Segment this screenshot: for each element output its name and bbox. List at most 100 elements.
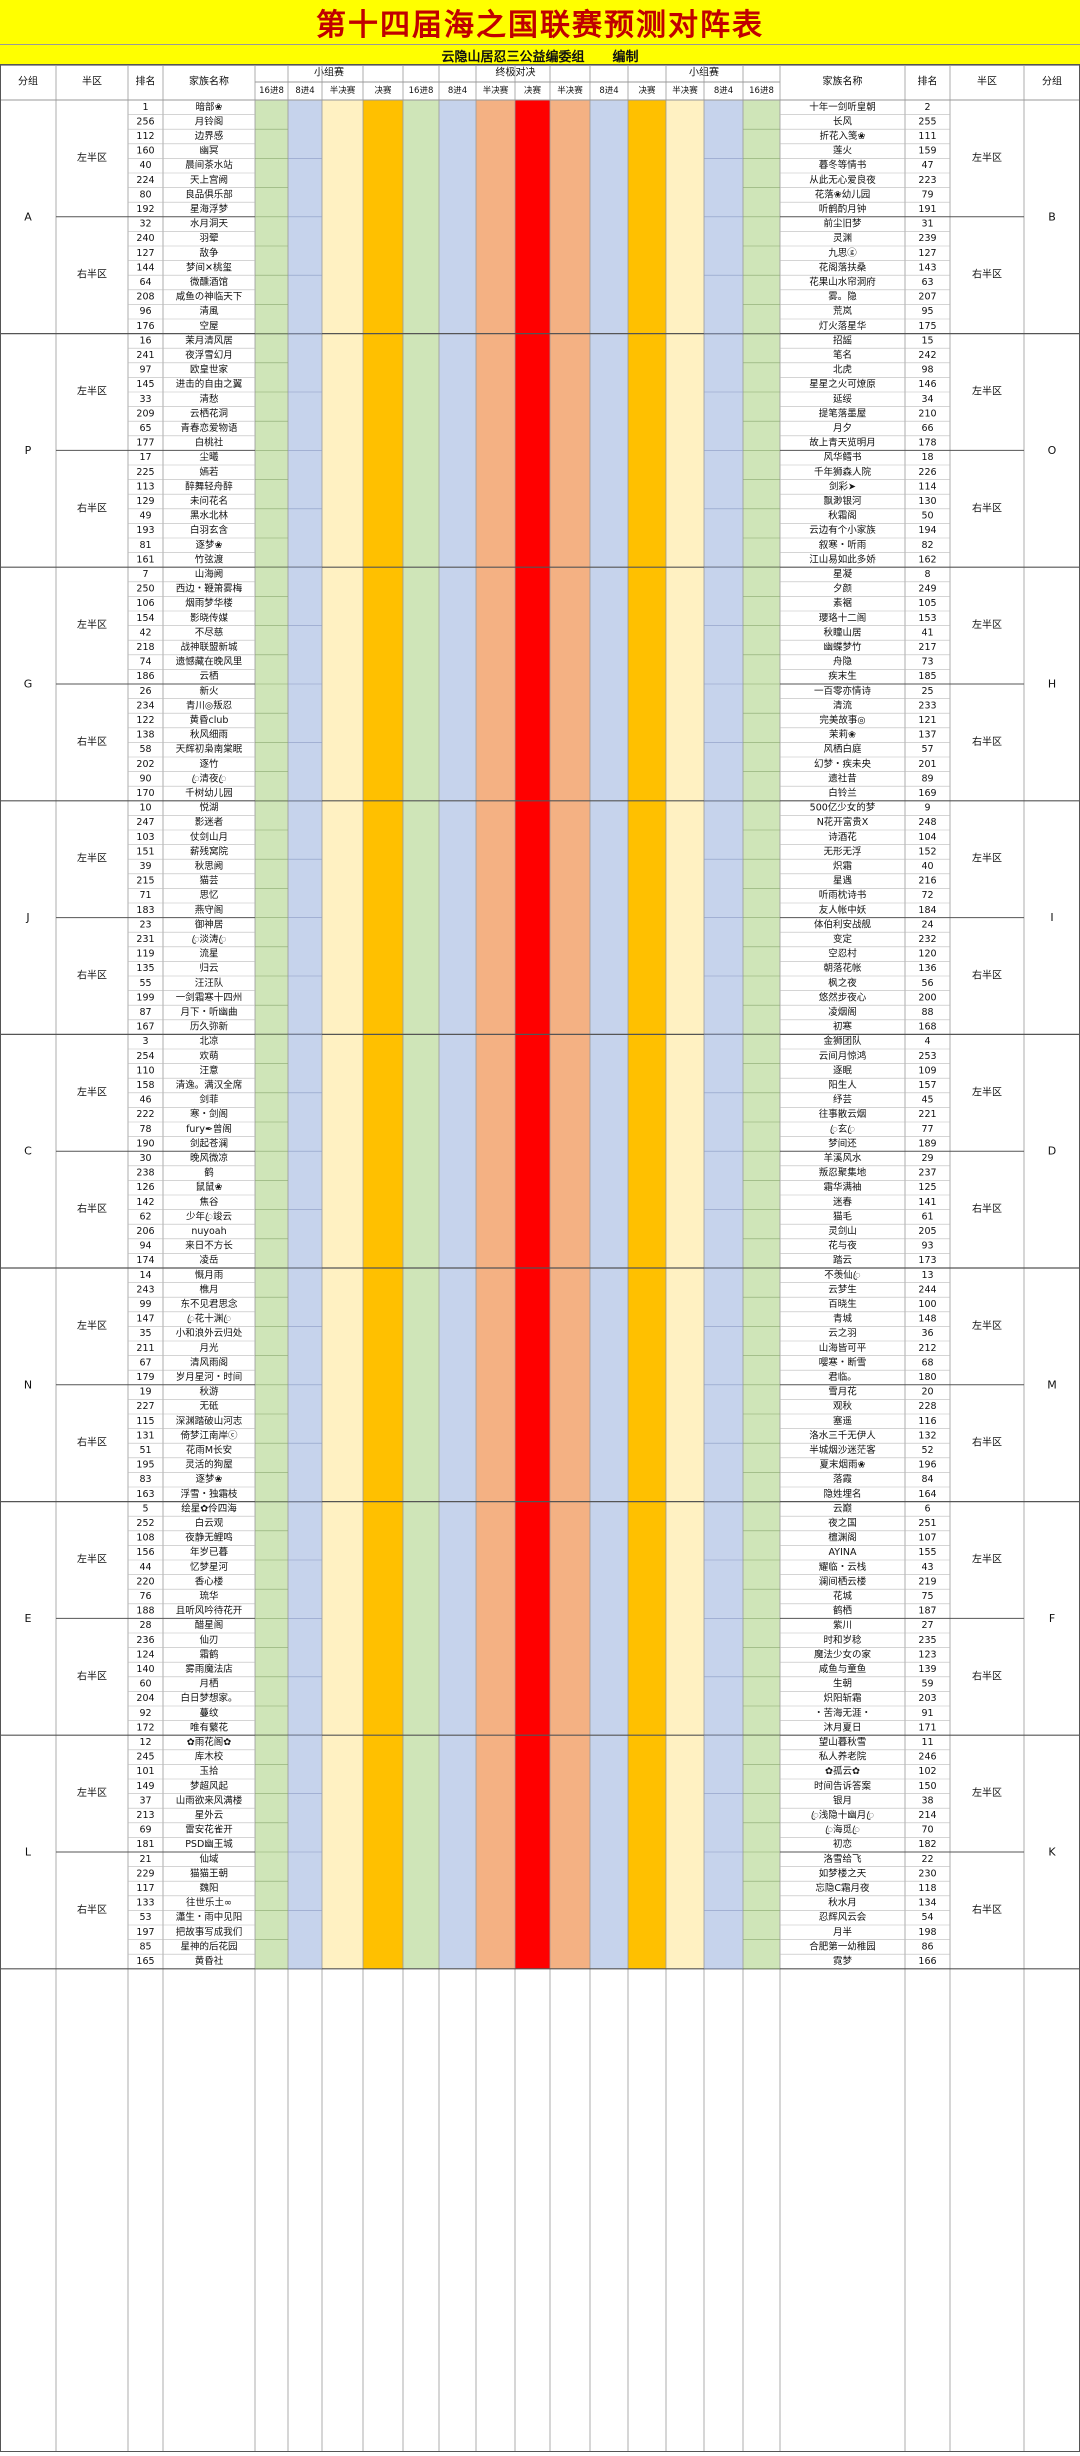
family-name-left: 岁月星河・时间: [176, 1371, 243, 1383]
family-name-left: 灵活的狗屋: [185, 1459, 233, 1471]
family-name-right: 迷春: [833, 1196, 853, 1208]
header-c1: 16进8: [259, 86, 284, 96]
rank-left: 58: [139, 744, 151, 755]
rank-right: 91: [921, 1708, 933, 1719]
rank-right: 143: [918, 262, 936, 273]
rank-right: 109: [918, 1065, 936, 1076]
family-name-right: 暮冬等情书: [819, 159, 867, 171]
group-label-left: E: [25, 1612, 32, 1625]
rank-right: 242: [918, 350, 936, 361]
rank-right: 77: [921, 1124, 933, 1135]
family-name-left: 茉月清风居: [185, 334, 233, 346]
rank-right: 43: [921, 1562, 933, 1573]
family-name-right: 夜之国: [828, 1517, 857, 1529]
rank-right: 230: [918, 1868, 936, 1879]
rank-left: 17: [139, 452, 151, 463]
family-name-left: 雷安花雀开: [185, 1824, 233, 1836]
family-name-right: 炽阳斩霜: [823, 1692, 861, 1704]
rank-right: 95: [921, 306, 933, 317]
family-name-left: 白日梦想家。: [180, 1692, 237, 1704]
rank-right: 166: [918, 1956, 936, 1967]
organizer-role: 编制: [612, 49, 639, 65]
rank-right: 187: [918, 1606, 936, 1617]
family-name-left: 黑水北林: [190, 510, 229, 522]
family-name-right: 百晓生: [828, 1298, 857, 1310]
rank-right: 127: [918, 248, 936, 259]
family-name-right: 银月: [833, 1794, 852, 1806]
family-name-right: 忘隐C霜月夜: [815, 1882, 870, 1894]
rank-left: 69: [139, 1825, 151, 1836]
rank-left: 190: [136, 1138, 154, 1149]
family-name-right: 延绥: [833, 393, 853, 405]
rank-left: 97: [139, 365, 151, 376]
rank-right: 45: [921, 1095, 933, 1106]
rank-left: 90: [139, 773, 151, 784]
rank-right: 59: [921, 1679, 933, 1690]
family-name-right: 观秋: [833, 1400, 853, 1412]
rank-right: 47: [921, 160, 933, 171]
rank-left: 33: [139, 394, 151, 405]
family-name-right: 清流: [833, 699, 853, 711]
rank-right: 153: [918, 613, 936, 624]
rank-right: 125: [918, 1182, 936, 1193]
family-name-right: 夏末烟雨❀: [820, 1459, 866, 1471]
rank-right: 11: [921, 1737, 933, 1748]
rank-right: 2: [924, 102, 930, 113]
rank-right: 105: [918, 598, 936, 609]
rank-right: 72: [921, 890, 933, 901]
family-name-left: 嫣若: [199, 466, 218, 478]
rank-left: 87: [139, 1007, 151, 1018]
rank-right: 141: [918, 1197, 936, 1208]
rank-left: 37: [139, 1795, 151, 1806]
rank-left: 5: [142, 1503, 148, 1514]
header-half-right: 半区: [977, 75, 997, 88]
family-name-left: 琉华: [199, 1590, 219, 1602]
family-name-left: 白羽玄含: [190, 524, 229, 536]
rank-left: 124: [136, 1649, 154, 1660]
family-name-left: 水月洞天: [190, 218, 229, 230]
family-name-left: 把故事写成我们: [176, 1926, 243, 1938]
rank-right: 200: [918, 992, 936, 1003]
family-name-right: 紫川: [833, 1620, 852, 1631]
family-name-left: 不尽慈: [195, 626, 224, 638]
rank-right: 104: [918, 832, 936, 843]
header-c3: 半决赛: [330, 85, 356, 96]
family-name-left: 焦谷: [199, 1196, 219, 1208]
family-name-right: 笔名: [833, 349, 852, 361]
family-name-left: 白云观: [195, 1517, 224, 1529]
family-name-left: 瀟生・雨中见阳: [176, 1911, 243, 1923]
header-final-stage: 终极对决: [496, 66, 536, 79]
family-name-left: 清愁: [199, 393, 219, 405]
family-name-right: 变定: [833, 933, 853, 945]
header-f3: 半决赛: [483, 85, 509, 96]
rank-left: 138: [136, 730, 154, 741]
rank-left: 256: [136, 116, 154, 127]
half-label-left-lower: 右半区: [77, 1436, 107, 1449]
rank-right: 191: [918, 204, 936, 215]
rank-right: 70: [921, 1825, 933, 1836]
rank-right: 57: [921, 744, 933, 755]
header-small-group-left: 小组赛: [314, 66, 344, 79]
family-name-left: 蔓纹: [199, 1707, 219, 1719]
group-label-right: B: [1048, 210, 1056, 223]
family-name-left: 倚梦江南岸ⓒ: [180, 1429, 238, 1441]
family-name-right: 夕颜: [833, 583, 853, 595]
family-name-right: 私人养老院: [819, 1751, 867, 1763]
rank-left: 85: [139, 1941, 151, 1952]
rank-left: 186: [136, 671, 154, 682]
rank-right: 180: [918, 1372, 936, 1383]
family-name-left: 无砥: [199, 1400, 219, 1412]
rank-left: 192: [136, 204, 154, 215]
family-name-left: 烟雨梦华楼: [185, 597, 233, 609]
rank-left: 202: [136, 759, 154, 770]
rank-left: 42: [139, 627, 151, 638]
rank-right: 84: [921, 1474, 933, 1485]
half-label-right-lower: 右半区: [972, 969, 1002, 982]
half-label-left-upper: 左半区: [77, 852, 107, 865]
family-name-right: ꦿ浅隐十幽月ꦿ: [811, 1809, 875, 1821]
rank-right: 31: [921, 219, 933, 230]
family-name-right: 莲火: [833, 145, 853, 157]
rank-right: 237: [918, 1168, 936, 1179]
family-name-left: 月栖: [199, 1678, 218, 1690]
rank-left: 127: [136, 248, 154, 259]
